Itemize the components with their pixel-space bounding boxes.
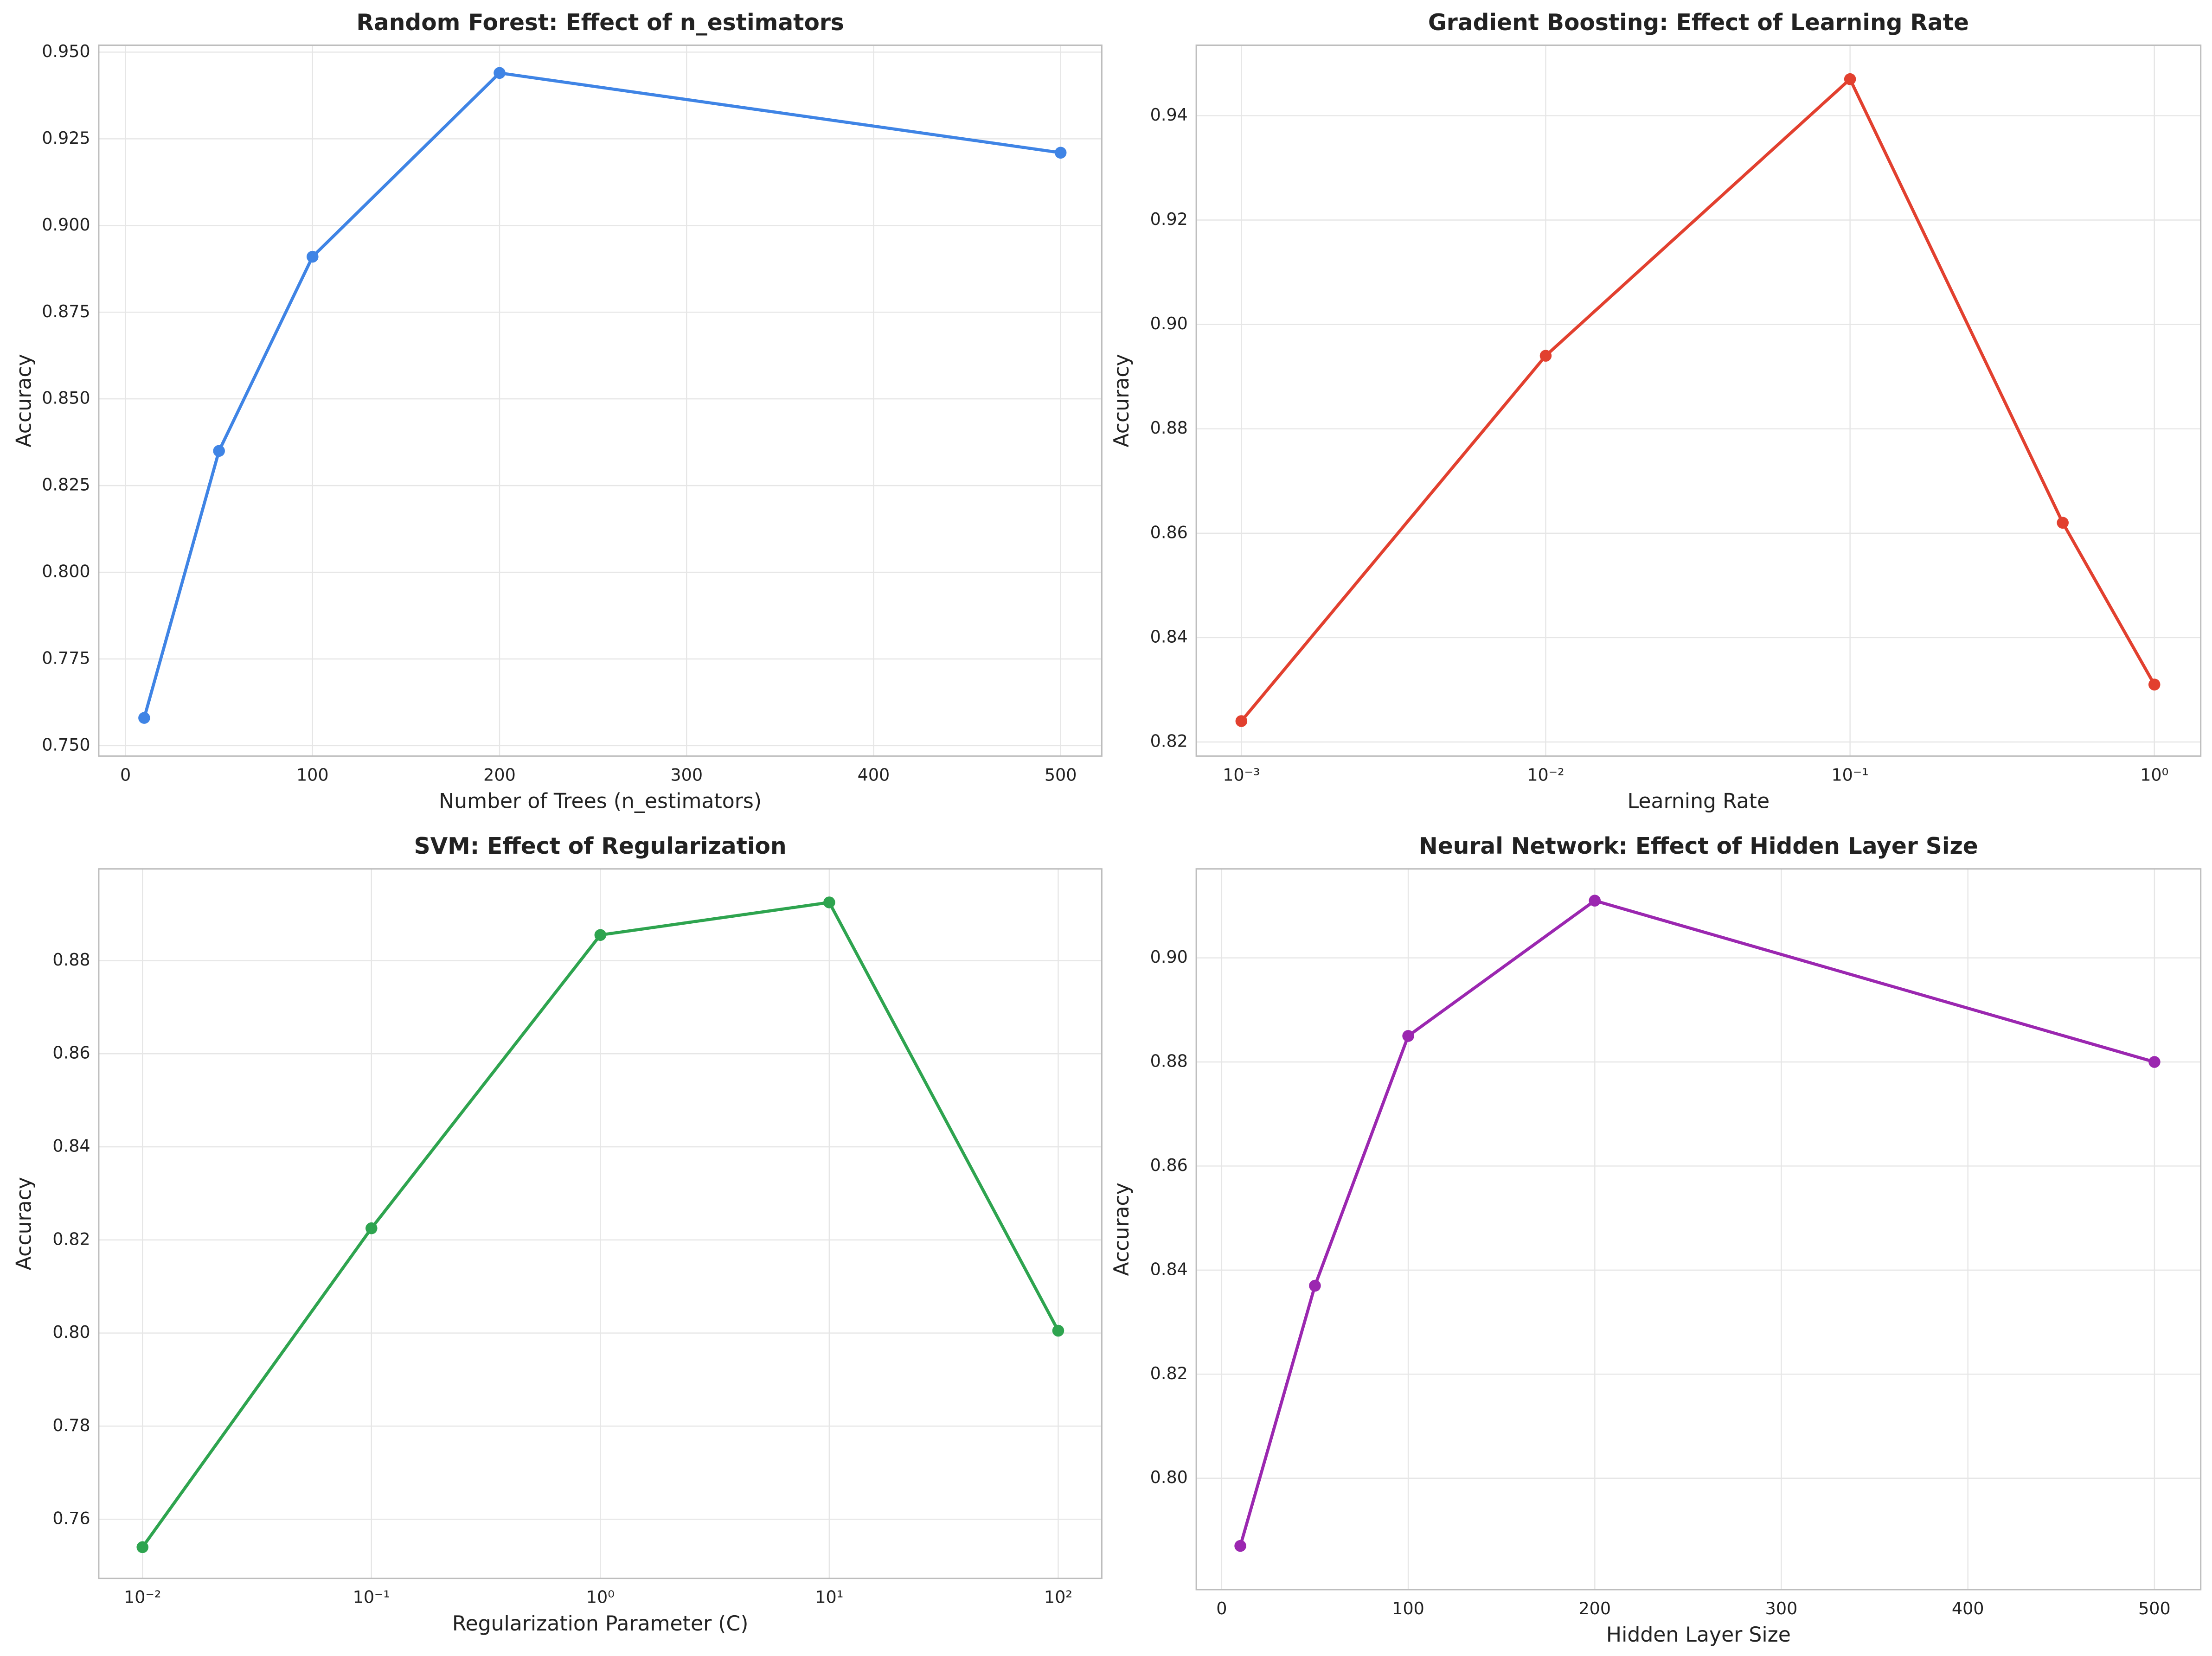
- data-point: [1539, 350, 1552, 362]
- y-tick-label: 0.850: [42, 388, 90, 408]
- x-tick-label: 10⁻¹: [1831, 765, 1868, 785]
- y-tick-label: 0.84: [1150, 627, 1188, 646]
- data-point: [136, 1541, 149, 1554]
- data-point: [1844, 73, 1856, 85]
- x-axis-label: Hidden Layer Size: [1606, 1623, 1791, 1647]
- x-tick-label: 200: [1578, 1598, 1611, 1618]
- y-axis-label: Accuracy: [1110, 354, 1134, 447]
- y-tick-label: 0.900: [42, 215, 90, 235]
- x-axis-label: Number of Trees (n_estimators): [439, 790, 762, 813]
- x-tick-label: 300: [670, 765, 703, 785]
- y-tick-label: 0.90: [1150, 947, 1188, 967]
- x-tick-label: 500: [1045, 765, 1077, 785]
- data-point: [2148, 678, 2161, 691]
- x-tick-label: 300: [1765, 1598, 1798, 1618]
- data-point: [1309, 1279, 1321, 1292]
- x-tick-label: 10⁻³: [1223, 765, 1260, 785]
- y-tick-label: 0.925: [42, 128, 90, 148]
- data-line: [1240, 77, 2156, 723]
- y-tick-label: 0.88: [52, 950, 90, 970]
- y-tick-label: 0.84: [1150, 1259, 1188, 1279]
- y-tick-label: 0.950: [42, 41, 90, 61]
- y-tick-label: 0.875: [42, 301, 90, 321]
- chart-title: Random Forest: Effect of n_estimators: [356, 10, 844, 36]
- data-line: [142, 71, 1061, 719]
- data-point: [1234, 1540, 1246, 1552]
- data-point: [1235, 715, 1248, 727]
- data-point: [1054, 147, 1067, 159]
- y-tick-label: 0.90: [1150, 313, 1188, 333]
- axes-frame: [98, 868, 1103, 1579]
- y-tick-label: 0.80: [52, 1322, 90, 1342]
- data-point: [494, 67, 506, 79]
- data-point: [1052, 1324, 1064, 1337]
- x-tick-label: 10⁻¹: [353, 1587, 390, 1607]
- data-point: [823, 896, 835, 908]
- y-tick-label: 0.82: [52, 1229, 90, 1249]
- axes-frame: [1195, 868, 2202, 1591]
- y-tick-label: 0.750: [42, 735, 90, 754]
- y-tick-label: 0.88: [1150, 1051, 1188, 1071]
- x-axis-label: Learning Rate: [1628, 790, 1770, 813]
- y-axis-label: Accuracy: [13, 354, 36, 447]
- x-tick-label: 400: [1952, 1598, 1984, 1618]
- axes-frame: [1195, 44, 2202, 757]
- data-point: [1589, 895, 1601, 907]
- data-point: [1402, 1030, 1414, 1042]
- y-tick-label: 0.825: [42, 475, 90, 495]
- x-tick-label: 10²: [1044, 1587, 1072, 1607]
- data-point: [138, 712, 150, 724]
- y-tick-label: 0.88: [1150, 418, 1188, 438]
- y-tick-label: 0.84: [52, 1136, 90, 1156]
- data-point: [2057, 517, 2069, 529]
- x-tick-label: 200: [483, 765, 516, 785]
- y-tick-label: 0.800: [42, 562, 90, 582]
- chart-title: SVM: Effect of Regularization: [414, 833, 787, 859]
- data-line: [1238, 899, 2155, 1547]
- x-axis-label: Regularization Parameter (C): [452, 1612, 749, 1636]
- axes-frame: [98, 44, 1103, 757]
- y-tick-label: 0.78: [52, 1415, 90, 1435]
- x-tick-label: 400: [858, 765, 890, 785]
- x-tick-label: 10⁻²: [124, 1587, 161, 1607]
- chart-title: Neural Network: Effect of Hidden Layer S…: [1419, 833, 1978, 859]
- y-tick-label: 0.86: [1150, 522, 1188, 542]
- y-tick-label: 0.80: [1150, 1467, 1188, 1487]
- x-tick-label: 100: [296, 765, 329, 785]
- y-tick-label: 0.86: [52, 1043, 90, 1063]
- y-tick-label: 0.94: [1150, 105, 1188, 125]
- data-point: [213, 445, 225, 457]
- y-tick-label: 0.775: [42, 648, 90, 668]
- x-tick-label: 10¹: [815, 1587, 843, 1607]
- x-tick-label: 100: [1392, 1598, 1424, 1618]
- y-tick-label: 0.86: [1150, 1155, 1188, 1175]
- y-tick-label: 0.76: [52, 1509, 90, 1528]
- x-tick-label: 10⁻²: [1527, 765, 1564, 785]
- y-axis-label: Accuracy: [1110, 1183, 1134, 1276]
- y-axis-label: Accuracy: [13, 1177, 36, 1270]
- x-tick-label: 0: [120, 765, 131, 785]
- chart-title: Gradient Boosting: Effect of Learning Ra…: [1428, 10, 1969, 36]
- data-point: [365, 1222, 378, 1234]
- x-tick-label: 10⁰: [586, 1587, 615, 1607]
- data-point: [307, 250, 319, 263]
- y-tick-label: 0.82: [1150, 731, 1188, 751]
- x-tick-label: 500: [2138, 1598, 2171, 1618]
- y-tick-label: 0.82: [1150, 1363, 1188, 1383]
- data-point: [594, 929, 607, 941]
- y-tick-label: 0.92: [1150, 209, 1188, 229]
- x-tick-label: 0: [1216, 1598, 1227, 1618]
- data-point: [2148, 1056, 2161, 1068]
- x-tick-label: 10⁰: [2140, 765, 2168, 785]
